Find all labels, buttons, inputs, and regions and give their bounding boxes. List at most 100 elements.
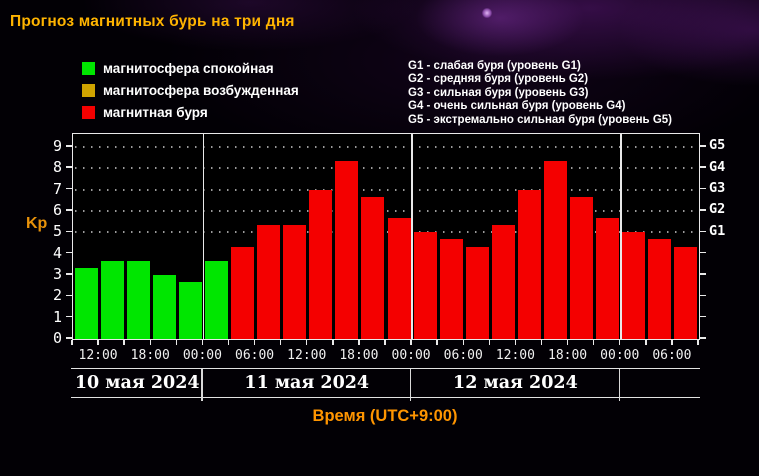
- x-tick-label: 12:00: [495, 348, 535, 363]
- x-tick-label: 06:00: [652, 348, 692, 363]
- x-tick-label: 06:00: [235, 348, 275, 363]
- kp-bar: [674, 246, 698, 339]
- y-tick-label: 0: [52, 329, 62, 347]
- x-axis-tick: [358, 339, 360, 345]
- day-separator-line: [202, 134, 205, 339]
- date-band-sub-tick: [201, 397, 203, 401]
- kp-bar: [622, 232, 646, 339]
- x-axis-tick: [619, 339, 621, 345]
- y-tick-label: 3: [52, 264, 62, 283]
- x-axis-tick: [488, 339, 491, 345]
- dotted-gridline-kp7: [75, 188, 697, 191]
- storm-scale-line-g4: G4 - очень сильная буря (уровень G4): [408, 100, 626, 113]
- x-axis-tick: [540, 339, 543, 345]
- right-axis-label-g2: G2: [709, 201, 726, 218]
- y-tick-label: 7: [52, 179, 62, 198]
- x-axis-tick: [227, 339, 230, 345]
- kp-bar: [648, 239, 672, 339]
- storm-scale-line-g2: G2 - средняя буря (уровень G2): [408, 73, 589, 86]
- storm-color-swatch: [82, 105, 95, 119]
- y-axis-tick: [66, 187, 72, 190]
- kp-bar: [152, 274, 176, 339]
- right-axis-label-g4: G4: [709, 158, 726, 175]
- dotted-gridline-kp5: [75, 231, 697, 234]
- x-axis-tick: [149, 339, 151, 345]
- kp-bar: [178, 281, 202, 339]
- y-axis-tick-right: [699, 166, 706, 168]
- x-axis-tick: [410, 339, 412, 345]
- legend-item-label: магнитосфера возбужденная: [103, 82, 299, 98]
- dotted-gridline-kp9: [75, 145, 697, 148]
- legend-item-unsettled: магнитосфера возбужденная: [82, 82, 299, 98]
- magnetosphere-state-legend: магнитосфера спокойная магнитосфера возбу…: [82, 60, 299, 120]
- x-axis-tick: [71, 339, 73, 345]
- x-axis-tick: [306, 339, 308, 345]
- kp-bar: [413, 232, 437, 339]
- kp-bar: [257, 225, 281, 339]
- x-axis-label: Время (UTC+9:00): [312, 407, 458, 425]
- right-axis-label-g5: G5: [709, 137, 726, 154]
- kp-bar: [544, 161, 568, 339]
- dotted-gridline-kp8: [75, 167, 697, 170]
- x-axis-tick: [332, 339, 334, 345]
- x-tick-label: 18:00: [130, 348, 170, 363]
- storm-scale-line-g1: G1 - слабая буря (уровень G1): [408, 60, 581, 72]
- storm-scale-line-g5: G5 - экстремально сильная буря (уровень …: [408, 113, 672, 126]
- kp-bar: [439, 239, 463, 339]
- y-tick-label: 4: [52, 243, 62, 262]
- day-separator-line: [620, 134, 622, 339]
- x-axis-tick: [384, 339, 386, 345]
- y-tick-label: 6: [52, 200, 62, 219]
- x-axis-tick: [201, 339, 204, 345]
- legend-item-quiet: магнитосфера спокойная: [82, 60, 299, 76]
- y-axis-tick-right: [699, 209, 706, 211]
- storm-scale-line-g3: G3 - сильная буря (уровень G3): [408, 86, 589, 99]
- x-axis-tick: [253, 339, 256, 345]
- date-band-separator: [618, 369, 621, 397]
- kp-bar: [100, 260, 124, 339]
- x-tick-label: 12:00: [78, 348, 118, 363]
- y-axis-tick-right: [699, 273, 706, 275]
- legend-item-label: магнитная буря: [103, 104, 208, 120]
- y-axis-tick-right: [699, 251, 706, 254]
- y-axis-tick-right: [699, 294, 706, 296]
- kp-bar: [465, 246, 489, 339]
- y-tick-label: 2: [52, 286, 62, 305]
- y-tick-label: 1: [52, 307, 62, 326]
- x-tick-label: 00:00: [600, 348, 640, 363]
- storm-scale-legend: G1 - слабая буря (уровень G1) G2 - средня…: [408, 60, 672, 127]
- y-axis-tick: [66, 294, 72, 296]
- date-label-day1: 10 мая 2024: [74, 373, 200, 393]
- x-axis-tick: [97, 339, 99, 345]
- x-axis-tick: [436, 339, 438, 345]
- x-axis-tick: [697, 339, 699, 345]
- y-axis-tick-right: [699, 145, 706, 147]
- kp-bar: [126, 260, 150, 339]
- y-axis-tick-right: [699, 230, 706, 232]
- kp-bar-chart: [72, 133, 700, 340]
- y-tick-label: 5: [52, 222, 62, 241]
- x-axis-tick: [514, 339, 517, 345]
- date-axis-band: 10 мая 2024 11 мая 2024 12 мая 2024: [71, 368, 700, 401]
- y-axis-tick-right: [699, 337, 706, 339]
- x-tick-label: 00:00: [391, 348, 431, 363]
- page-title: Прогноз магнитных бурь на три дня: [10, 13, 295, 30]
- y-axis-tick-right: [699, 187, 706, 190]
- legend-item-label: магнитосфера спокойная: [103, 60, 274, 76]
- y-tick-label: 8: [52, 158, 62, 177]
- x-axis-tick: [645, 339, 647, 345]
- kp-bar: [596, 217, 620, 339]
- x-axis-tick: [671, 339, 673, 345]
- y-axis-tick: [66, 315, 72, 318]
- y-axis-tick: [66, 166, 72, 168]
- kp-bar: [517, 189, 541, 339]
- x-axis-tick: [592, 339, 595, 345]
- x-tick-label: 00:00: [182, 348, 222, 363]
- date-label-day3: 12 мая 2024: [453, 373, 578, 393]
- date-label-day2: 11 мая 2024: [244, 373, 370, 393]
- x-axis-tick: [279, 339, 282, 345]
- unsettled-color-swatch: [82, 83, 95, 97]
- x-tick-label: 12:00: [287, 348, 327, 363]
- y-axis-tick: [66, 337, 72, 339]
